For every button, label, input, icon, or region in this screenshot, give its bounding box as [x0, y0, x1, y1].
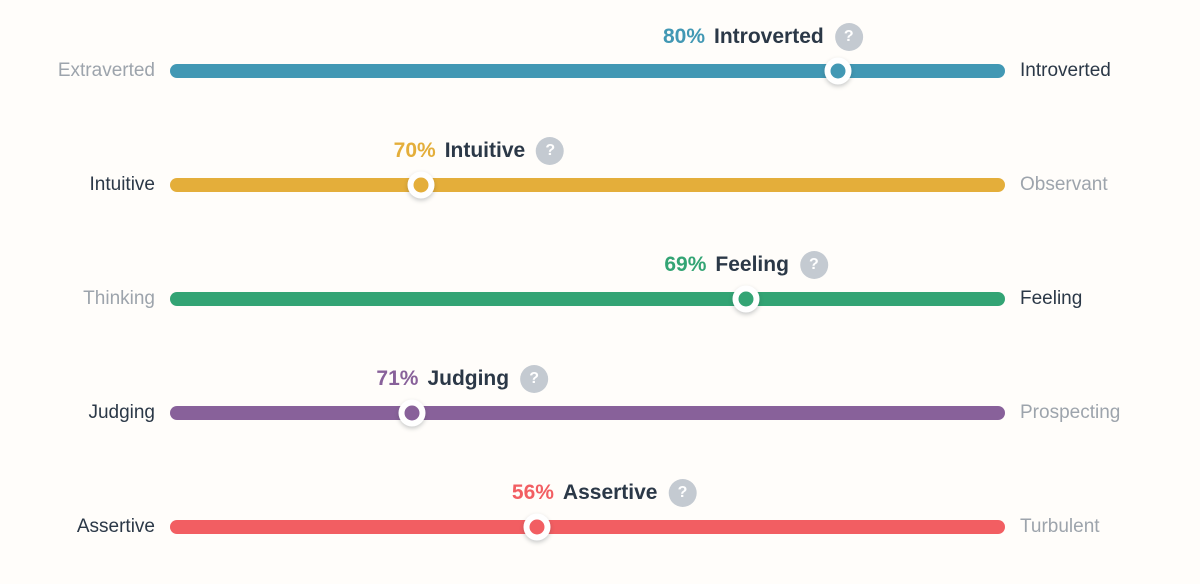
slider-handle[interactable] — [407, 171, 434, 199]
trait-row: Extraverted 80% Introverted ? Introverte… — [0, 14, 1200, 128]
trait-winner-label: Judging — [427, 367, 510, 390]
help-icon[interactable]: ? — [834, 23, 863, 51]
trait-bar[interactable]: 80% Introverted ? — [170, 23, 1005, 85]
left-trait-label: Judging — [88, 402, 155, 423]
slider-handle[interactable] — [398, 399, 426, 427]
trait-percent: 70% — [393, 139, 436, 162]
trait-percent: 71% — [376, 367, 419, 390]
right-trait-label: Prospecting — [1020, 402, 1121, 423]
trait-row: Assertive 56% Assertive ? Turbulent — [0, 470, 1200, 584]
help-icon[interactable]: ? — [536, 137, 565, 165]
trait-caption: 70% Intuitive ? — [394, 136, 565, 166]
trait-caption: 71% Judging ? — [376, 364, 549, 394]
left-trait-label: Thinking — [83, 288, 155, 309]
help-icon[interactable]: ? — [668, 479, 697, 507]
trait-winner-label: Feeling — [715, 253, 789, 276]
trait-row: Judging 71% Judging ? Prospecting — [0, 356, 1200, 470]
right-trait-label: Turbulent — [1020, 516, 1100, 537]
slider-handle[interactable] — [824, 57, 852, 85]
help-icon[interactable]: ? — [520, 365, 549, 393]
trait-bar[interactable]: 71% Judging ? — [170, 365, 1005, 427]
trait-bar[interactable]: 56% Assertive ? — [170, 479, 1005, 541]
trait-caption: 69% Feeling ? — [664, 250, 828, 280]
trait-percent: 69% — [664, 253, 707, 276]
left-trait-label: Extraverted — [57, 60, 155, 81]
trait-percent: 80% — [662, 25, 706, 48]
trait-bar[interactable]: 69% Feeling ? — [170, 251, 1005, 313]
trait-winner-label: Assertive — [562, 481, 658, 504]
trait-winner-label: Intuitive — [444, 139, 526, 162]
right-trait-label: Observant — [1020, 174, 1108, 195]
help-icon[interactable]: ? — [799, 251, 828, 279]
right-trait-label: Feeling — [1020, 288, 1083, 309]
trait-bar[interactable]: 70% Intuitive ? — [170, 137, 1005, 199]
left-trait-label: Intuitive — [89, 174, 155, 195]
slider-handle[interactable] — [732, 285, 760, 313]
right-trait-label: Introverted — [1020, 60, 1111, 81]
trait-winner-label: Introverted — [714, 25, 824, 48]
trait-caption: 80% Introverted ? — [663, 22, 863, 52]
trait-row: Thinking 69% Feeling ? Feeling — [0, 242, 1200, 356]
slider-handle[interactable] — [523, 513, 551, 541]
trait-caption: 56% Assertive ? — [512, 478, 697, 508]
left-trait-label: Assertive — [76, 516, 155, 537]
trait-row: Intuitive 70% Intuitive ? Observant — [0, 128, 1200, 242]
trait-percent: 56% — [511, 481, 554, 504]
